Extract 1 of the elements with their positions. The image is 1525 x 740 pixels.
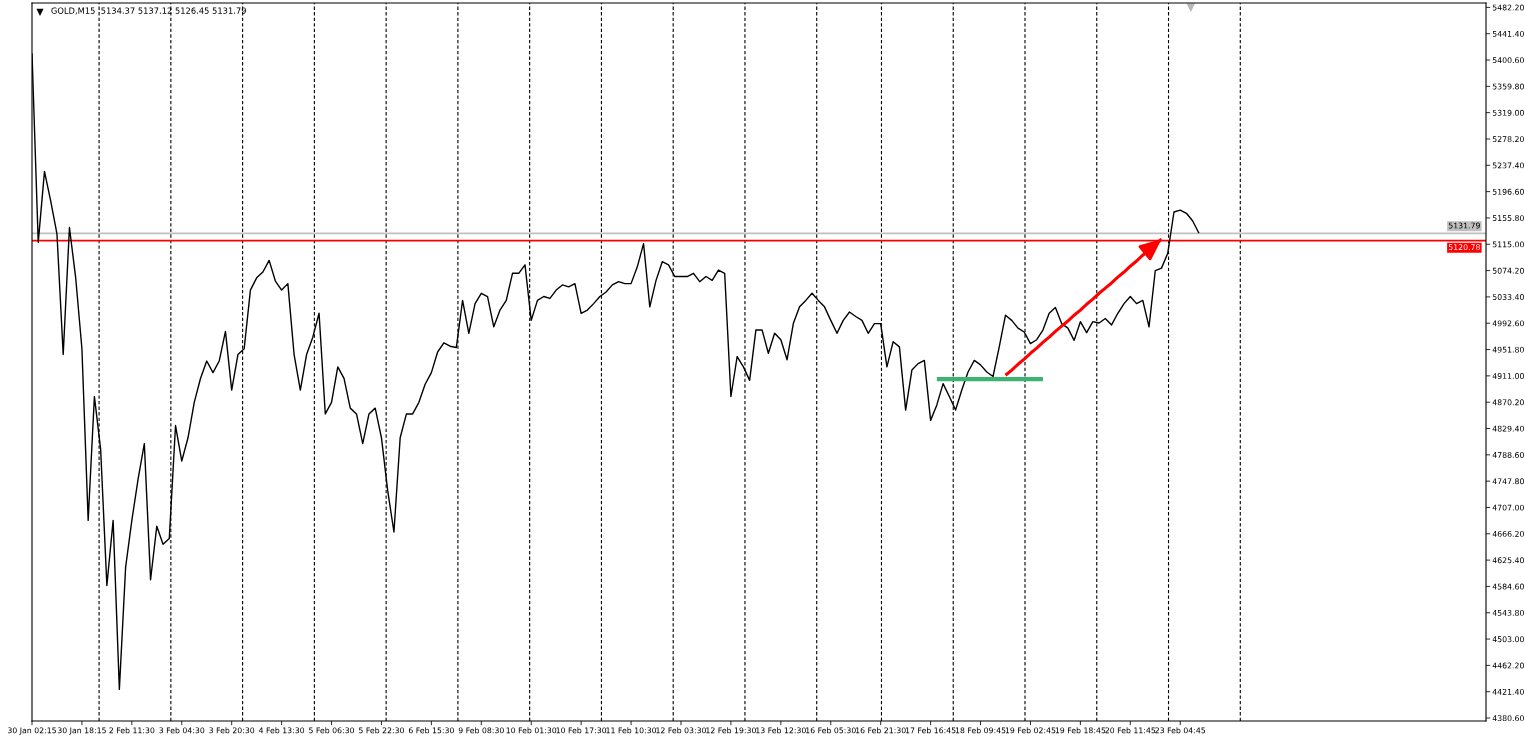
chart-title: GOLD,M15 5134.37 5137.12 5126.45 5131.79 xyxy=(51,7,246,15)
